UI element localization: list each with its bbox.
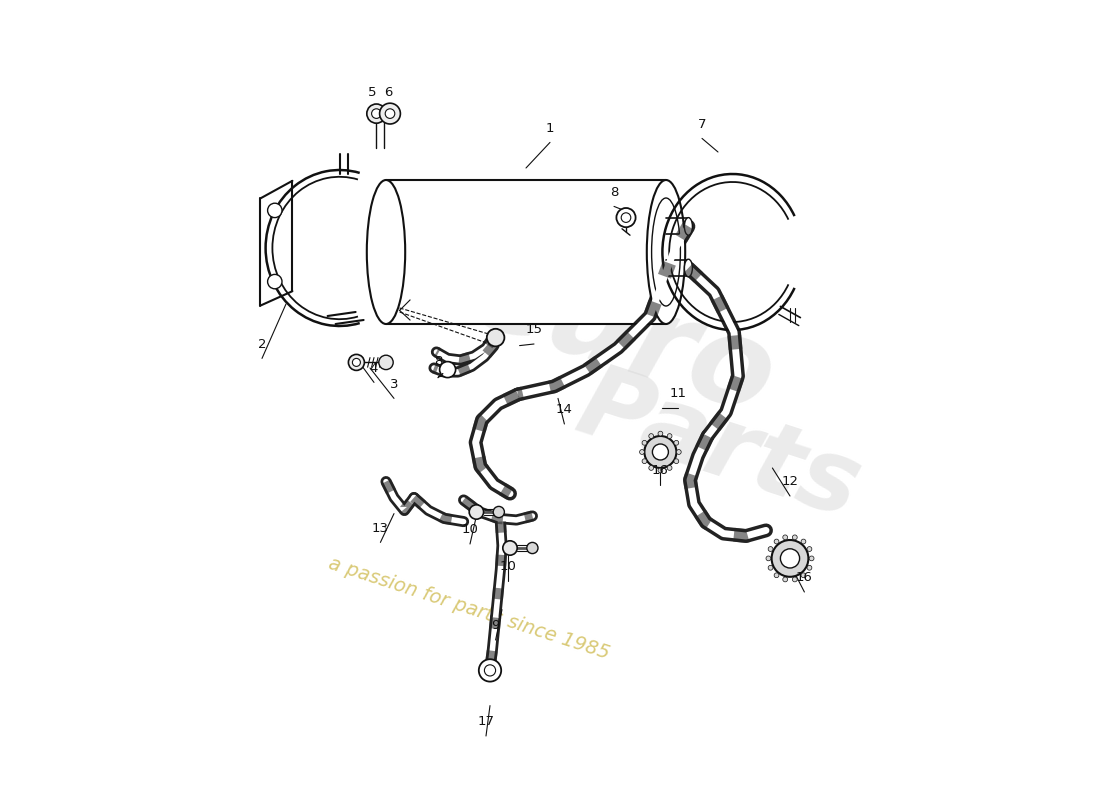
Circle shape xyxy=(372,109,382,118)
Ellipse shape xyxy=(647,180,685,324)
Ellipse shape xyxy=(651,198,681,306)
Text: 3: 3 xyxy=(389,378,398,390)
Circle shape xyxy=(771,540,808,577)
Circle shape xyxy=(621,213,630,222)
Text: 2: 2 xyxy=(257,338,266,350)
Polygon shape xyxy=(386,180,666,324)
Circle shape xyxy=(792,577,798,582)
Text: 10: 10 xyxy=(462,523,478,536)
Circle shape xyxy=(642,458,647,463)
Circle shape xyxy=(503,541,517,555)
Circle shape xyxy=(652,444,669,460)
Circle shape xyxy=(440,362,455,378)
Circle shape xyxy=(366,104,386,123)
Circle shape xyxy=(470,505,484,519)
Circle shape xyxy=(674,458,679,463)
Circle shape xyxy=(768,546,773,551)
Text: 10: 10 xyxy=(500,560,517,573)
Text: 1: 1 xyxy=(546,122,554,134)
Text: 12: 12 xyxy=(781,475,799,488)
Ellipse shape xyxy=(684,259,692,277)
Circle shape xyxy=(639,450,645,454)
Circle shape xyxy=(807,546,812,551)
Circle shape xyxy=(676,450,681,454)
Circle shape xyxy=(780,549,800,568)
Circle shape xyxy=(645,436,676,468)
Circle shape xyxy=(810,556,814,561)
Text: a passion for parts since 1985: a passion for parts since 1985 xyxy=(326,554,612,662)
Text: Parts: Parts xyxy=(566,357,872,539)
Text: 9: 9 xyxy=(492,619,499,632)
Circle shape xyxy=(766,556,771,561)
Circle shape xyxy=(352,358,361,366)
Text: 17: 17 xyxy=(477,715,495,728)
Circle shape xyxy=(783,577,788,582)
Circle shape xyxy=(616,208,636,227)
Circle shape xyxy=(378,355,393,370)
Circle shape xyxy=(527,542,538,554)
Circle shape xyxy=(774,573,779,578)
Circle shape xyxy=(792,535,798,540)
Circle shape xyxy=(379,103,400,124)
Circle shape xyxy=(493,506,505,518)
Circle shape xyxy=(768,566,773,570)
Ellipse shape xyxy=(684,218,692,235)
Text: 15: 15 xyxy=(526,323,542,336)
Text: 13: 13 xyxy=(372,522,389,534)
Text: 14: 14 xyxy=(556,403,573,416)
Circle shape xyxy=(267,203,282,218)
Circle shape xyxy=(649,466,653,470)
Circle shape xyxy=(267,274,282,289)
Circle shape xyxy=(484,665,496,676)
Text: 16: 16 xyxy=(652,464,669,477)
Text: 8: 8 xyxy=(609,186,618,198)
Text: 8: 8 xyxy=(433,355,442,368)
Circle shape xyxy=(801,573,806,578)
Circle shape xyxy=(807,566,812,570)
Circle shape xyxy=(674,440,679,445)
Circle shape xyxy=(642,440,647,445)
Ellipse shape xyxy=(366,180,405,324)
Circle shape xyxy=(385,109,395,118)
Circle shape xyxy=(658,468,663,473)
Text: 7: 7 xyxy=(697,118,706,130)
Circle shape xyxy=(658,431,663,436)
Text: 11: 11 xyxy=(670,387,686,400)
Circle shape xyxy=(668,466,672,470)
Text: 16: 16 xyxy=(796,571,813,584)
Circle shape xyxy=(783,535,788,540)
Circle shape xyxy=(478,659,502,682)
Text: euro: euro xyxy=(454,232,789,440)
Text: 4: 4 xyxy=(370,362,378,374)
Circle shape xyxy=(349,354,364,370)
Text: 5: 5 xyxy=(368,86,376,98)
Circle shape xyxy=(774,539,779,544)
Circle shape xyxy=(668,434,672,438)
Circle shape xyxy=(801,539,806,544)
Text: 6: 6 xyxy=(384,86,393,98)
Circle shape xyxy=(487,329,505,346)
Circle shape xyxy=(649,434,653,438)
